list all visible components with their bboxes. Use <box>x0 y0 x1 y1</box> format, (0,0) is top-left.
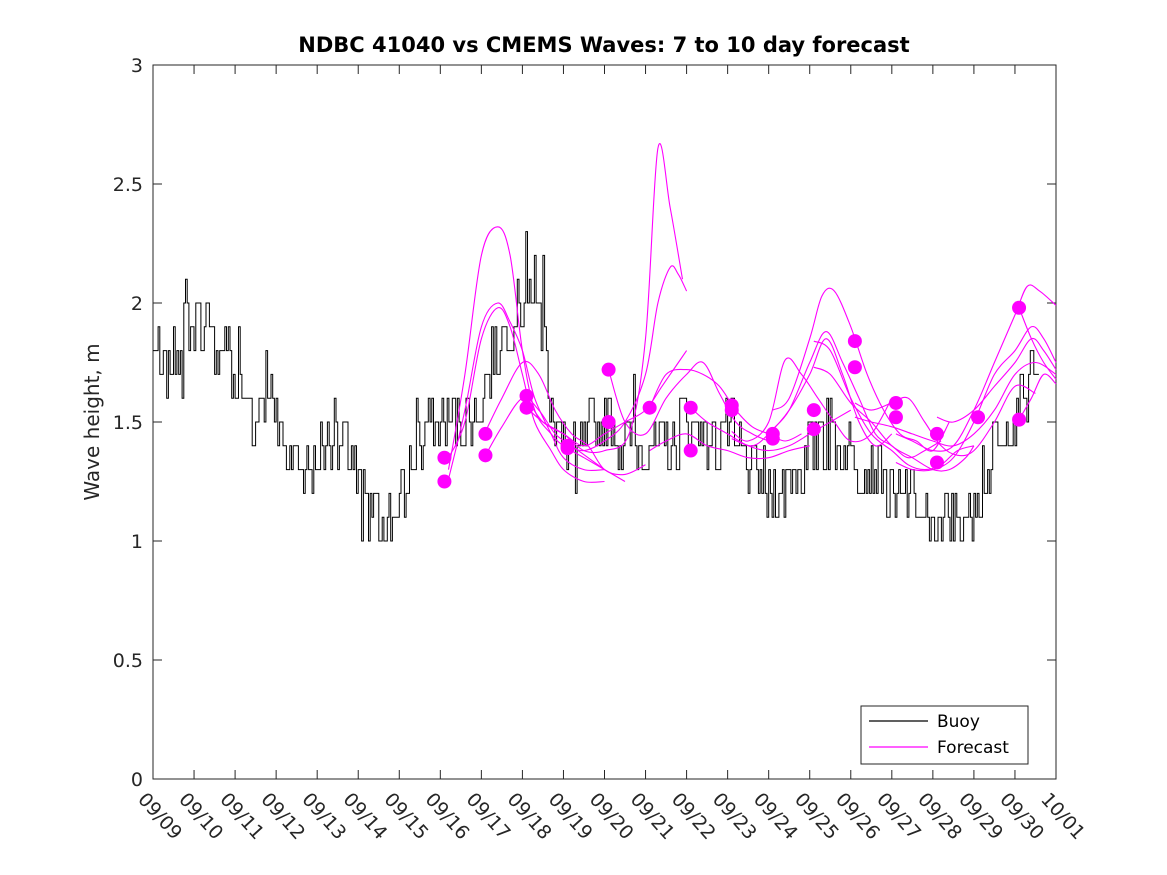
forecast-series-line-4 <box>485 360 646 476</box>
forecast-start-marker <box>765 431 780 446</box>
forecast-series-line-21 <box>895 284 1057 452</box>
forecast-series-line-7 <box>526 143 684 454</box>
y-axis-label: Wave height, m <box>80 343 104 500</box>
forecast-series-line-24 <box>1018 307 1057 380</box>
forecast-start-marker <box>929 426 944 441</box>
forecast-start-marker <box>519 388 534 403</box>
forecast-start-marker <box>478 448 493 463</box>
legend: Buoy Forecast <box>860 705 1029 765</box>
forecast-series-line-3 <box>448 307 605 483</box>
chart-title: NDBC 41040 vs CMEMS Waves: 7 to 10 day f… <box>298 33 909 57</box>
forecast-start-marker <box>1012 300 1027 315</box>
forecast-series-line-17 <box>813 340 975 471</box>
forecast-series-line-1 <box>447 226 626 482</box>
forecast-series-line-2 <box>447 302 605 480</box>
forecast-start-marker <box>642 400 657 415</box>
forecast-start-marker <box>1012 412 1027 427</box>
y-tick-label: 1.5 <box>113 412 143 434</box>
forecast-start-marker <box>601 415 616 429</box>
forecast-start-marker <box>601 362 616 377</box>
forecast-start-marker <box>847 334 862 349</box>
forecast-series-line-8 <box>567 265 688 452</box>
forecast-series-line-19 <box>854 384 1036 457</box>
forecast-start-marker <box>478 426 493 441</box>
forecast-start-marker <box>847 360 862 375</box>
forecast-series-line-22 <box>895 325 1057 472</box>
forecast-series-line-12 <box>690 407 852 452</box>
forecast-series-line-16 <box>772 331 942 459</box>
forecast-series-line-23 <box>936 337 1057 423</box>
forecast-start-marker <box>806 422 821 437</box>
forecast-start-marker <box>519 400 534 415</box>
forecast-series-line-5 <box>485 397 605 471</box>
forecast-start-marker <box>683 400 698 415</box>
y-tick-label: 2.5 <box>113 174 143 196</box>
forecast-start-marker <box>560 441 575 456</box>
forecast-start-marker <box>683 443 698 458</box>
forecast-series-line-6 <box>526 350 688 447</box>
y-tick-label: 0 <box>131 769 143 791</box>
forecast-start-marker <box>806 403 821 418</box>
forecast-series-line-13 <box>731 357 893 443</box>
forecast-start-marker <box>971 410 986 425</box>
forecast-start-marker <box>437 474 452 489</box>
legend-buoy-label: Buoy <box>937 712 980 732</box>
y-tick-label: 3 <box>131 55 143 77</box>
legend-forecast-label: Forecast <box>937 738 1009 758</box>
forecast-series-line-25 <box>1018 373 1057 420</box>
y-tick-label: 2 <box>131 293 143 315</box>
forecast-series-line-14 <box>731 338 893 447</box>
y-tick-label: 0.5 <box>113 650 143 672</box>
forecast-series-line-15 <box>772 287 950 452</box>
forecast-start-marker <box>437 450 452 465</box>
forecast-start-marker <box>724 403 739 418</box>
forecast-start-marker <box>929 455 944 470</box>
forecast-start-marker <box>888 410 903 425</box>
forecast-start-marker <box>888 395 903 410</box>
forecast-series-line-9 <box>608 361 769 442</box>
y-tick-label: 1 <box>131 531 143 553</box>
forecast-series-line-18 <box>813 366 975 472</box>
buoy-series-line <box>153 231 1039 542</box>
legend-box <box>860 705 1029 765</box>
forecast-series-line-11 <box>649 433 810 460</box>
